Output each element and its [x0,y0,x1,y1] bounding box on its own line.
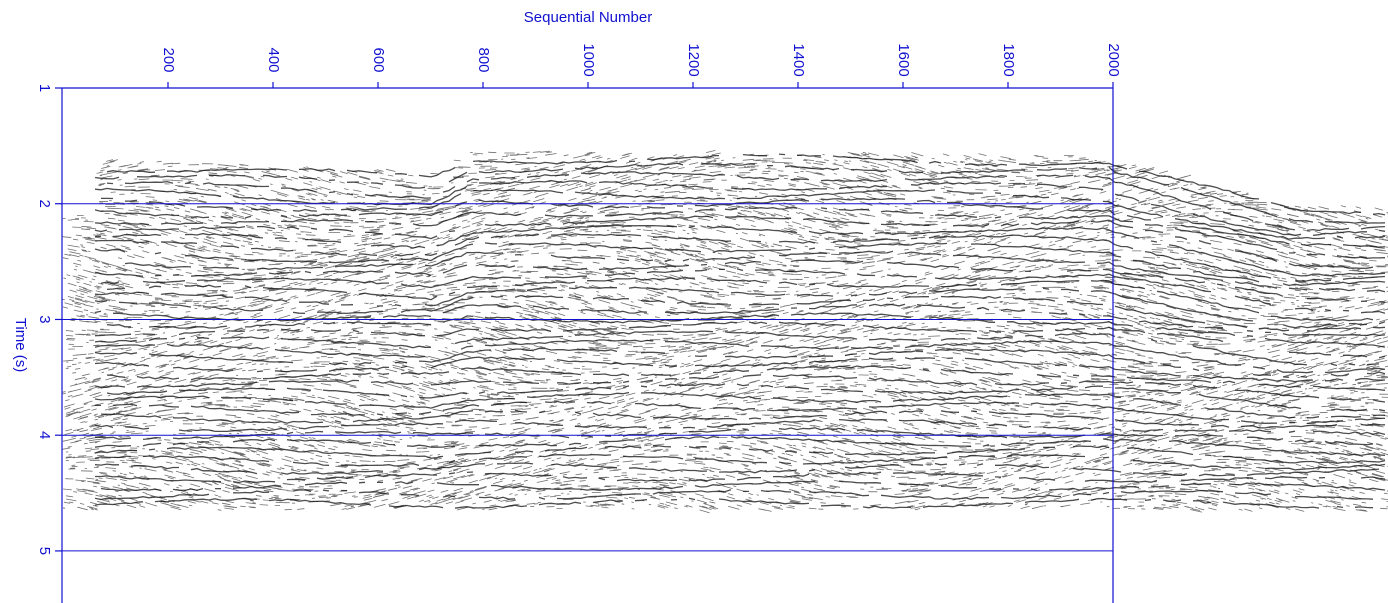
y-tick-label: 1 [36,84,53,92]
x-tick-label: 800 [475,47,492,72]
x-tick-label: 1600 [895,43,912,76]
x-tick-label: 600 [370,47,387,72]
x-tick-label: 2000 [1105,43,1122,76]
y-tick-label: 4 [36,431,53,439]
x-tick-label: 200 [160,47,177,72]
x-tick-label: 1000 [580,43,597,76]
x-tick-label: 1800 [1000,43,1017,76]
y-tick-label: 5 [36,547,53,555]
reflectors [94,153,1386,509]
y-tick-label: 3 [36,315,53,323]
trace-noise [62,150,1388,514]
y-axis-title: Time (s) [12,318,29,372]
y-tick-label: 2 [36,200,53,208]
x-tick-label: 400 [265,47,282,72]
seismic-traces [62,150,1388,514]
x-tick-label: 1200 [685,43,702,76]
x-tick-label: 1400 [790,43,807,76]
x-axis-title: Sequential Number [524,9,652,26]
